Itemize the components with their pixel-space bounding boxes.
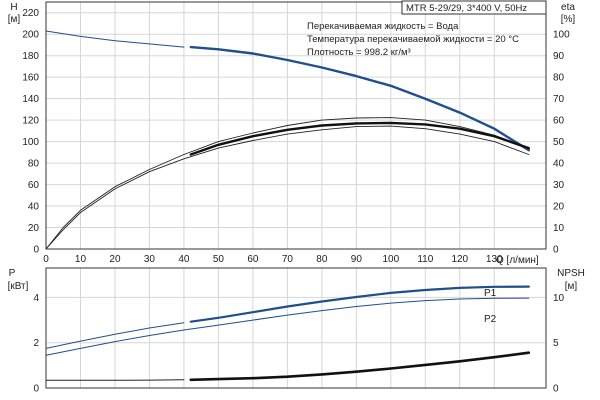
x-tick-label: 0 xyxy=(43,254,49,265)
x-tick-label: 10 xyxy=(75,254,87,265)
y-right-tick-label: 0 xyxy=(553,384,559,395)
bottom-gridlines xyxy=(45,268,546,389)
power-npsh-panel: 0 2 4 0 5 10 P [кВт] NPSH [м] P1 P2 xyxy=(8,267,585,395)
top-curves xyxy=(45,30,530,250)
y-right-tick-label: 0 xyxy=(553,245,559,256)
x-tick-label: 120 xyxy=(451,254,468,265)
x-tick-label: 70 xyxy=(282,254,294,265)
condition-temperature: Температура перекачиваемой жидкости = 20… xyxy=(307,34,519,45)
series-line-top-2 xyxy=(45,117,530,250)
y-right-tick-label: 20 xyxy=(553,202,565,213)
x-tick-label: 90 xyxy=(351,254,363,265)
head-efficiency-panel: 0 10 20 30 40 50 60 70 80 90 100 110 120 130020406080… xyxy=(8,0,576,266)
y-left-tick-label: 0 xyxy=(33,245,39,256)
condition-liquid: Перекачиваемая жидкость = Вода xyxy=(307,21,459,32)
x-tick-label: 40 xyxy=(178,254,190,265)
series-line-bottom-3 xyxy=(45,379,185,381)
series-line-bottom-1 xyxy=(189,285,530,323)
y-left-unit-top: [м] xyxy=(8,14,21,25)
y-left-tick-label: 180 xyxy=(22,51,39,62)
y-right-tick-label: 5 xyxy=(553,338,559,349)
y-right-tick-label: 30 xyxy=(553,180,565,191)
x-tick-label: 20 xyxy=(109,254,121,265)
top-axes xyxy=(45,1,547,250)
plot-frame xyxy=(45,267,547,389)
x-tick-label: 30 xyxy=(144,254,156,265)
y-left-label-top: H xyxy=(10,2,17,13)
x-tick-label: 80 xyxy=(316,254,328,265)
y-right-tick-label: 80 xyxy=(553,73,565,84)
y-left-tick-label: 120 xyxy=(22,116,39,127)
y-left-tick-label: 140 xyxy=(22,94,39,105)
series-line-bottom-4 xyxy=(189,351,531,382)
y-right-label-bottom: NPSH xyxy=(557,268,585,279)
condition-density: Плотность = 998.2 кг/м³ xyxy=(307,47,411,58)
y-left-tick-label: 2 xyxy=(33,338,39,349)
series-line-bottom-2 xyxy=(45,297,530,356)
y-right-tick-label: 40 xyxy=(553,159,565,170)
series-line-top-3 xyxy=(45,125,530,250)
y-left-tick-label: 0 xyxy=(33,384,39,395)
x-tick-label: 50 xyxy=(213,254,225,265)
bottom-axes xyxy=(45,267,547,389)
series-label-p1: P1 xyxy=(484,288,497,299)
y-left-tick-label: 100 xyxy=(22,137,39,148)
series-line-top-4 xyxy=(189,121,530,156)
y-left-tick-label: 220 xyxy=(22,8,39,19)
series-line-top-1 xyxy=(189,45,530,152)
x-tick-label: 100 xyxy=(382,254,399,265)
series-line-top-0 xyxy=(45,30,185,48)
y-right-tick-label: 10 xyxy=(553,293,565,304)
y-right-unit-top: [%] xyxy=(561,14,576,25)
series-line-bottom-0 xyxy=(45,322,185,349)
y-left-tick-label: 80 xyxy=(28,159,40,170)
y-left-tick-label: 20 xyxy=(28,223,40,234)
y-left-tick-label: 200 xyxy=(22,30,39,41)
y-left-label-bottom: P xyxy=(9,268,16,279)
x-tick-label: 60 xyxy=(247,254,259,265)
y-right-tick-label: 90 xyxy=(553,51,565,62)
y-left-tick-label: 4 xyxy=(33,293,39,304)
plot-frame xyxy=(45,1,547,250)
y-right-tick-label: 70 xyxy=(553,94,565,105)
y-right-tick-label: 10 xyxy=(553,223,565,234)
bottom-curves xyxy=(45,285,531,382)
model-label-box xyxy=(401,0,547,15)
model-label: MTR 5-29/29, 3*400 V, 50Hz xyxy=(406,3,527,14)
y-right-tick-label: 50 xyxy=(553,137,565,148)
top-tick-labels: 0 10 20 30 40 50 60 70 80 90 100 110 120 130020406080… xyxy=(22,8,570,265)
bottom-tick-labels: 0 2 4 0 5 10 xyxy=(33,293,564,395)
y-right-tick-label: 60 xyxy=(553,116,565,127)
y-right-tick-label: 100 xyxy=(553,30,570,41)
y-left-tick-label: 60 xyxy=(28,180,40,191)
y-left-unit-bottom: [кВт] xyxy=(8,281,29,292)
x-tick-label: 130 xyxy=(486,254,503,265)
series-label-p2: P2 xyxy=(484,314,497,325)
x-tick-label: 110 xyxy=(417,254,433,265)
y-left-tick-label: 40 xyxy=(28,202,40,213)
y-right-unit-bottom: [м] xyxy=(565,281,578,292)
x-axis-label: Q [л/мин] xyxy=(496,255,539,266)
y-right-label-top: eta xyxy=(561,2,575,13)
y-left-tick-label: 160 xyxy=(22,73,39,84)
top-gridlines xyxy=(45,2,546,250)
